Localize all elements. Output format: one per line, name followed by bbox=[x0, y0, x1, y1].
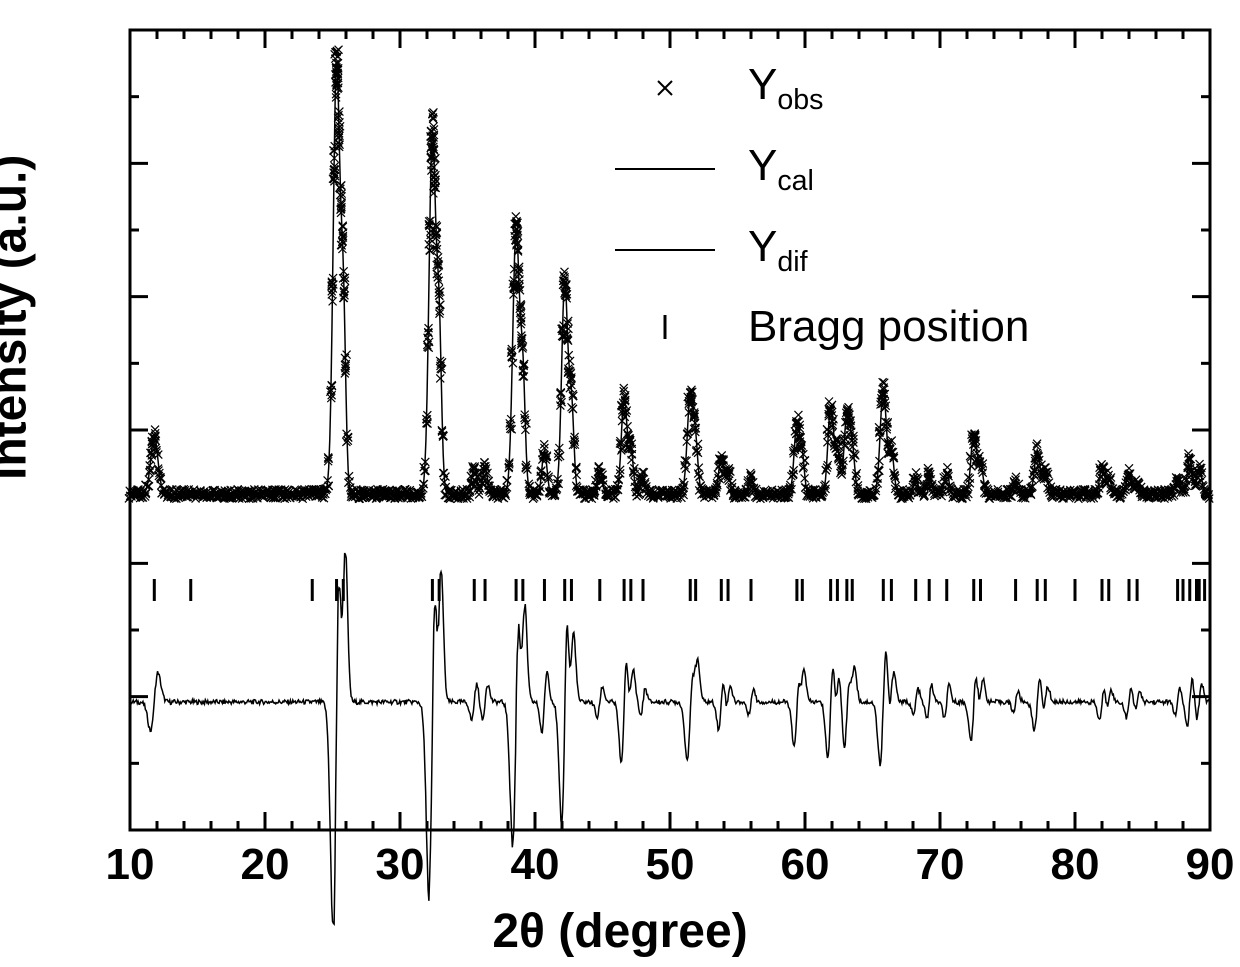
x-tick-label: 90 bbox=[1186, 840, 1235, 890]
legend-label-obs: Yobs bbox=[748, 60, 823, 117]
x-tick-label: 30 bbox=[376, 840, 425, 890]
x-tick-label: 80 bbox=[1051, 840, 1100, 890]
bragg-ticks bbox=[154, 579, 1204, 601]
legend-label-dif: Ydif bbox=[748, 222, 808, 279]
x-tick-label: 60 bbox=[781, 840, 830, 890]
legend-swatch-cal bbox=[610, 153, 720, 185]
legend-swatch-dif bbox=[610, 234, 720, 266]
x-tick-label: 40 bbox=[511, 840, 560, 890]
legend-entry-cal: Ycal bbox=[610, 141, 1029, 198]
xrd-chart: Intensity (a.u.) 2θ (degree) 10 20 30 40 50 6… bbox=[0, 0, 1240, 967]
y-axis-label: Intensity (a.u.) bbox=[0, 155, 38, 480]
x-tick-label: 20 bbox=[241, 840, 290, 890]
legend-swatch-obs bbox=[610, 72, 720, 104]
x-axis-label: 2θ (degree) bbox=[492, 904, 747, 959]
legend: Yobs Ycal Ydif Bragg position bbox=[610, 60, 1029, 376]
x-tick-label: 70 bbox=[916, 840, 965, 890]
x-tick-label: 50 bbox=[646, 840, 695, 890]
legend-label-bragg: Bragg position bbox=[748, 302, 1029, 352]
legend-entry-dif: Ydif bbox=[610, 222, 1029, 279]
x-tick-label: 10 bbox=[106, 840, 155, 890]
legend-label-cal: Ycal bbox=[748, 141, 814, 198]
legend-swatch-bragg bbox=[610, 311, 720, 343]
legend-entry-bragg: Bragg position bbox=[610, 302, 1029, 352]
legend-entry-obs: Yobs bbox=[610, 60, 1029, 117]
